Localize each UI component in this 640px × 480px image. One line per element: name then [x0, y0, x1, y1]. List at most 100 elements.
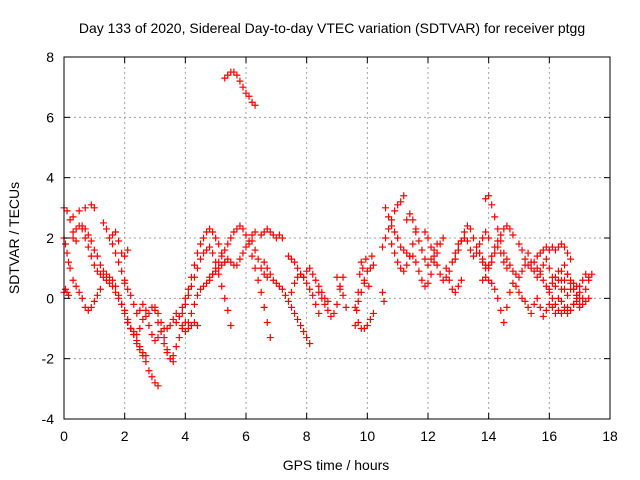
data-point: [421, 255, 429, 263]
data-point: [564, 291, 572, 299]
series-arc-04: [69, 201, 98, 221]
data-point: [391, 207, 399, 215]
chart-title: Day 133 of 2020, Sidereal Day-to-day VTE…: [79, 20, 585, 36]
data-point: [497, 237, 505, 245]
data-point: [463, 237, 471, 245]
data-point: [470, 252, 477, 260]
data-point: [388, 222, 396, 230]
data-point: [84, 306, 92, 314]
series-arc-02: [60, 234, 74, 272]
data-point: [564, 249, 572, 257]
data-point: [445, 276, 453, 284]
series-arc-03: [60, 285, 73, 299]
data-point: [136, 325, 144, 332]
data-point: [506, 288, 514, 296]
data-point: [288, 288, 295, 296]
data-point: [184, 318, 192, 326]
data-point: [500, 249, 508, 257]
data-point: [542, 282, 550, 290]
data-point: [527, 309, 535, 317]
data-point: [224, 240, 232, 248]
data-point: [166, 321, 174, 329]
data-point: [466, 246, 474, 254]
data-point: [412, 225, 420, 233]
data-point: [488, 252, 496, 260]
data-point: [90, 297, 98, 305]
data-point: [545, 246, 553, 254]
data-point: [272, 279, 280, 287]
data-point: [109, 282, 117, 290]
data-point: [382, 204, 390, 212]
data-point: [518, 267, 526, 275]
data-point: [121, 279, 129, 287]
data-point: [515, 240, 523, 248]
data-point: [500, 225, 508, 233]
data-point: [118, 249, 126, 257]
data-point: [278, 234, 286, 242]
data-point: [139, 349, 147, 357]
data-point: [102, 225, 110, 233]
data-point: [190, 300, 198, 308]
data-point: [72, 237, 80, 245]
data-point: [336, 282, 344, 290]
data-point: [81, 234, 89, 242]
data-point: [476, 249, 484, 257]
series-arc-36: [451, 222, 511, 272]
data-point: [567, 255, 575, 263]
data-point: [354, 318, 362, 326]
data-point: [585, 273, 593, 281]
data-point: [576, 282, 584, 290]
data-point: [303, 334, 311, 342]
data-point: [154, 334, 162, 342]
data-point: [388, 240, 396, 248]
data-point: [96, 270, 104, 278]
data-point: [260, 258, 268, 266]
data-point: [551, 246, 559, 254]
data-point: [190, 318, 198, 326]
data-point: [309, 270, 317, 278]
data-point: [218, 261, 226, 269]
data-point: [151, 303, 159, 311]
data-point: [87, 252, 95, 260]
data-point: [579, 276, 587, 284]
data-point: [63, 249, 71, 257]
data-point: [356, 270, 364, 278]
data-point: [494, 225, 502, 233]
data-point: [72, 225, 80, 233]
data-point: [353, 306, 361, 314]
data-point: [506, 225, 514, 233]
series-arc-34: [439, 228, 493, 284]
data-point: [96, 285, 104, 293]
data-point: [90, 261, 98, 269]
data-point: [212, 267, 220, 275]
data-point: [548, 294, 556, 302]
data-point: [281, 291, 289, 299]
data-point: [324, 297, 332, 305]
data-point: [272, 234, 280, 242]
data-point: [242, 89, 250, 97]
data-point: [269, 276, 277, 284]
data-point: [257, 264, 265, 272]
data-point: [215, 258, 223, 266]
data-point: [169, 315, 177, 323]
data-point: [65, 258, 73, 266]
data-point: [136, 343, 144, 351]
data-point: [99, 273, 107, 281]
data-point: [539, 246, 547, 254]
series-arc-11: [121, 279, 177, 366]
data-point: [442, 273, 450, 281]
data-point: [412, 258, 420, 266]
series-arc-25: [351, 252, 377, 329]
data-point: [400, 192, 408, 200]
data-point: [124, 318, 132, 326]
x-tick-label: 8: [303, 428, 311, 444]
data-point: [424, 261, 432, 269]
data-point: [521, 255, 529, 263]
series-arc-07: [78, 225, 150, 360]
data-point: [554, 294, 562, 302]
data-point: [548, 279, 556, 287]
data-point: [582, 297, 590, 305]
data-point: [75, 288, 83, 296]
data-point: [448, 285, 456, 293]
data-point: [154, 382, 162, 390]
